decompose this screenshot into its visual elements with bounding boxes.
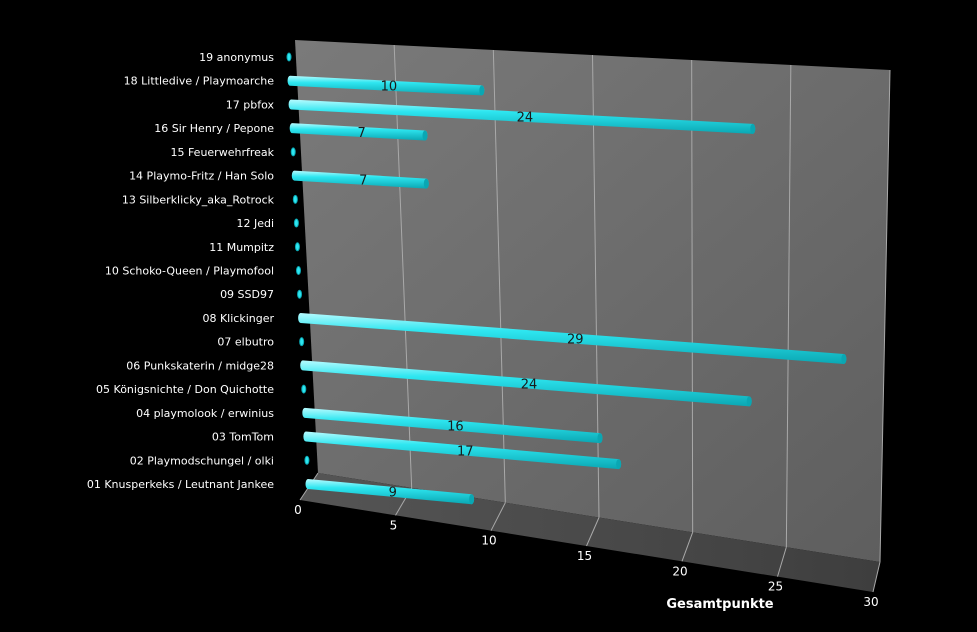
bar-end-cap — [423, 178, 429, 189]
bar-end-cap — [841, 353, 847, 364]
data-label: 29 — [567, 332, 584, 347]
floor — [300, 473, 880, 592]
bar-body — [287, 75, 485, 96]
bar-zero-cap — [296, 266, 301, 275]
data-label: 10 — [381, 80, 398, 95]
category-label: 19 anonymus — [199, 51, 274, 64]
data-label: 24 — [521, 377, 538, 392]
bar-zero-cap — [301, 384, 307, 394]
category-label: 12 Jedi — [236, 217, 274, 230]
bar-end-cap — [616, 459, 622, 470]
data-label: 9 — [389, 486, 397, 501]
floor-gridline — [777, 547, 787, 577]
bar-end-cap — [746, 396, 752, 407]
floor-gridline — [872, 561, 881, 593]
bar-zero-cap — [294, 242, 300, 252]
data-label: 16 — [447, 419, 464, 434]
bar-end-cap — [422, 130, 428, 141]
gridline — [691, 59, 694, 533]
category-label: 04 playmolook / erwinius — [136, 407, 274, 420]
back-wall — [295, 40, 890, 562]
category-label: 08 Klickinger — [202, 312, 274, 325]
gridline — [393, 44, 413, 488]
bar-body — [303, 431, 622, 470]
category-labels: 19 anonymus 18 Littledive / Playmoarche 17… — [87, 51, 275, 491]
category-label: 10 Schoko-Queen / Playmofool — [105, 265, 274, 278]
category-label: 09 SSD97 — [220, 288, 274, 301]
bar-zero-cap — [297, 289, 303, 299]
floor-gridline — [681, 532, 694, 562]
category-label: 03 TomTom — [212, 431, 274, 444]
x-tick-label: 10 — [481, 534, 496, 548]
bar-zero-cap — [293, 218, 299, 228]
bar — [303, 431, 622, 470]
data-label: 7 — [359, 174, 367, 189]
x-tick-label: 0 — [294, 503, 302, 517]
bar — [287, 75, 485, 96]
gridline — [785, 64, 792, 548]
x-tick-label: 5 — [390, 518, 398, 532]
bars — [286, 52, 847, 505]
data-label: 24 — [517, 111, 534, 126]
bar-zero-cap — [292, 194, 298, 204]
category-label: 17 pbfox — [226, 98, 275, 111]
bar — [300, 360, 752, 407]
category-label: 02 Playmodschungel / olki — [130, 454, 274, 467]
bar-body — [300, 360, 752, 407]
bar-end-cap — [469, 494, 475, 505]
category-label: 14 Playmo-Fritz / Han Solo — [129, 170, 274, 183]
x-axis-title: Gesamtpunkte — [666, 597, 773, 612]
bar — [288, 99, 756, 134]
category-label: 16 Sir Henry / Pepone — [154, 122, 274, 135]
x-tick-label: 25 — [768, 580, 783, 594]
bar-body — [298, 312, 847, 364]
bar-zero-cap — [304, 455, 310, 465]
bar-end-cap — [479, 85, 485, 96]
category-label: 01 Knusperkeks / Leutnant Jankee — [87, 478, 274, 491]
bar-zero-cap — [290, 147, 296, 157]
bar-zero-cap — [299, 337, 305, 347]
bar-end-cap — [597, 433, 603, 444]
bar — [302, 407, 603, 444]
data-label: 7 — [357, 126, 365, 141]
x-tick-label: 15 — [577, 549, 592, 563]
category-label: 06 Punkskaterin / midge28 — [126, 359, 274, 372]
bar — [298, 312, 847, 364]
category-label: 11 Mumpitz — [209, 241, 274, 254]
floor-gridline — [490, 502, 506, 531]
category-label: 18 Littledive / Playmoarche — [124, 75, 275, 88]
bar — [291, 170, 429, 189]
category-label: 13 Silberklicky_aka_Rotrock — [122, 193, 275, 206]
bar-end-cap — [750, 123, 756, 134]
x-tick-label: 30 — [863, 595, 878, 609]
category-label: 07 elbutro — [217, 336, 274, 349]
bar-body — [305, 479, 475, 505]
x-tick-label: 20 — [672, 564, 687, 578]
x-axis-ticks: 0 5 10 15 20 25 30 — [294, 503, 878, 609]
bar-body — [288, 99, 756, 134]
floor-gridline — [586, 517, 600, 547]
data-label: 17 — [457, 444, 474, 459]
bar-body — [289, 123, 428, 141]
bar — [289, 123, 428, 141]
plot-walls — [295, 40, 890, 592]
bar-zero-cap — [286, 52, 292, 62]
gridline — [879, 69, 891, 563]
category-label: 15 Feuerwehrfreak — [170, 146, 274, 159]
data-labels: 10 24 7 7 29 24 16 17 9 — [357, 80, 583, 501]
category-label: 05 Königsnichte / Don Quichotte — [96, 383, 274, 396]
bar — [305, 479, 475, 505]
bar-body — [291, 170, 429, 189]
bar-body — [302, 407, 603, 444]
